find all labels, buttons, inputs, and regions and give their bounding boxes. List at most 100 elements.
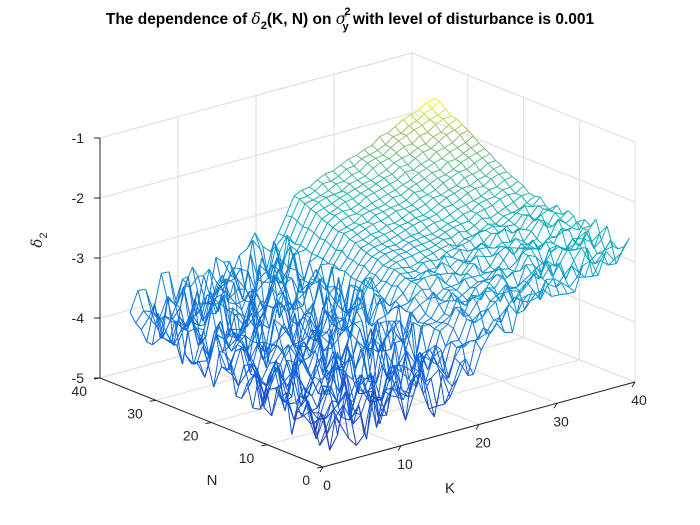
mesh-line-k <box>443 115 452 120</box>
mesh-line-n <box>252 288 259 322</box>
x-tick-label: 0 <box>323 477 331 493</box>
mesh-line-n <box>402 239 409 244</box>
mesh-line-n <box>426 102 433 109</box>
mesh-line-n <box>441 158 448 163</box>
mesh-line-n <box>253 301 260 343</box>
mesh-line-n <box>457 297 464 317</box>
mesh-line-k <box>421 240 431 245</box>
mesh-line-n <box>376 237 383 245</box>
mesh-line-n <box>320 338 327 370</box>
mesh-line-n <box>449 266 456 274</box>
mesh-line-k <box>312 303 322 336</box>
mesh-line-n <box>461 244 469 252</box>
mesh-line-n <box>291 216 298 222</box>
mesh-line-n <box>385 203 392 209</box>
mesh-line-k <box>408 239 417 244</box>
mesh-line-k <box>448 243 457 247</box>
mesh-line-n <box>409 154 416 159</box>
mesh-line-n <box>592 274 599 277</box>
mesh-line-n <box>321 218 328 224</box>
mesh-line-n <box>308 376 315 396</box>
mesh-line-n <box>348 215 355 224</box>
mesh-line-k <box>377 351 386 401</box>
mesh-line-n <box>404 171 412 181</box>
mesh-line-n <box>584 219 591 227</box>
mesh-line-k <box>404 204 413 210</box>
mesh-line-n <box>394 320 400 322</box>
mesh-line-n <box>394 126 402 134</box>
mesh-line-n <box>362 239 369 244</box>
mesh-line-k <box>364 278 374 290</box>
mesh-line-n <box>436 213 443 221</box>
mesh-line-k <box>340 425 350 439</box>
mesh-line-k <box>369 149 378 156</box>
mesh-line-n <box>382 264 389 269</box>
mesh-line-n <box>405 277 412 282</box>
mesh-line-k <box>372 280 382 290</box>
mesh-line-n <box>448 357 455 379</box>
mesh-line-n <box>389 239 396 246</box>
mesh-line-k <box>390 204 399 209</box>
mesh-line-k <box>477 333 487 341</box>
mesh-line-k <box>468 152 477 158</box>
mesh-line-n <box>395 244 402 250</box>
mesh-line-n <box>582 227 589 231</box>
mesh-line-k <box>398 251 407 255</box>
mesh-line-n <box>476 255 483 273</box>
mesh-line-k <box>480 189 490 197</box>
mesh-line-k <box>373 188 383 194</box>
mesh-line-n <box>432 356 440 370</box>
mesh-line-n <box>181 325 188 330</box>
mesh-line-n <box>351 341 358 360</box>
mesh-line-n <box>310 423 317 440</box>
mesh-line-n <box>367 375 374 396</box>
mesh-line-n <box>394 189 402 196</box>
mesh-line-k <box>382 147 392 156</box>
mesh-line-n <box>390 207 397 212</box>
mesh-line-n <box>382 154 389 160</box>
mesh-line-n <box>469 240 477 250</box>
mesh-line-k <box>299 195 308 200</box>
mesh-line-k <box>600 259 609 266</box>
mesh-line-k <box>565 215 575 224</box>
mesh-line-n <box>372 223 379 232</box>
mesh-line-n <box>232 307 239 341</box>
mesh-line-n <box>323 207 330 214</box>
mesh-line-n <box>555 282 562 288</box>
mesh-line-n <box>470 255 478 262</box>
mesh-line-k <box>416 277 425 285</box>
mesh-line-k <box>294 226 304 245</box>
mesh-line-n <box>435 296 442 301</box>
mesh-line-k <box>229 361 239 387</box>
mesh-line-n <box>353 322 361 329</box>
mesh-line-n <box>351 174 358 181</box>
mesh-line-k <box>551 294 560 297</box>
mesh-line-n <box>218 302 226 340</box>
mesh-line-n <box>337 404 344 436</box>
mesh-line-n <box>317 179 324 184</box>
mesh-line-n <box>460 272 467 276</box>
mesh-line-n <box>329 368 336 395</box>
mesh-line-k <box>301 317 310 342</box>
mesh-line-n <box>309 411 316 433</box>
mesh-line-n <box>330 385 337 402</box>
mesh-line-k <box>414 190 423 193</box>
mesh-line-k <box>361 154 370 160</box>
mesh-line-n <box>361 374 369 396</box>
mesh-line-k <box>399 272 408 275</box>
mesh-line-k <box>412 273 422 280</box>
mesh-line-k <box>301 356 310 362</box>
mesh-line-n <box>362 183 369 190</box>
mesh-line-n <box>260 300 267 311</box>
mesh-line-k <box>278 234 288 253</box>
mesh-line-n <box>506 225 513 234</box>
mesh-line-k <box>464 276 473 280</box>
mesh-line-k <box>265 240 275 272</box>
mesh-line-k <box>438 369 448 381</box>
mesh-line-k <box>516 309 525 315</box>
mesh-line-k <box>296 291 306 301</box>
mesh-line-n <box>410 366 418 388</box>
mesh-line-n <box>248 373 256 386</box>
mesh-line-n <box>576 221 583 229</box>
mesh-line-k <box>448 185 457 191</box>
